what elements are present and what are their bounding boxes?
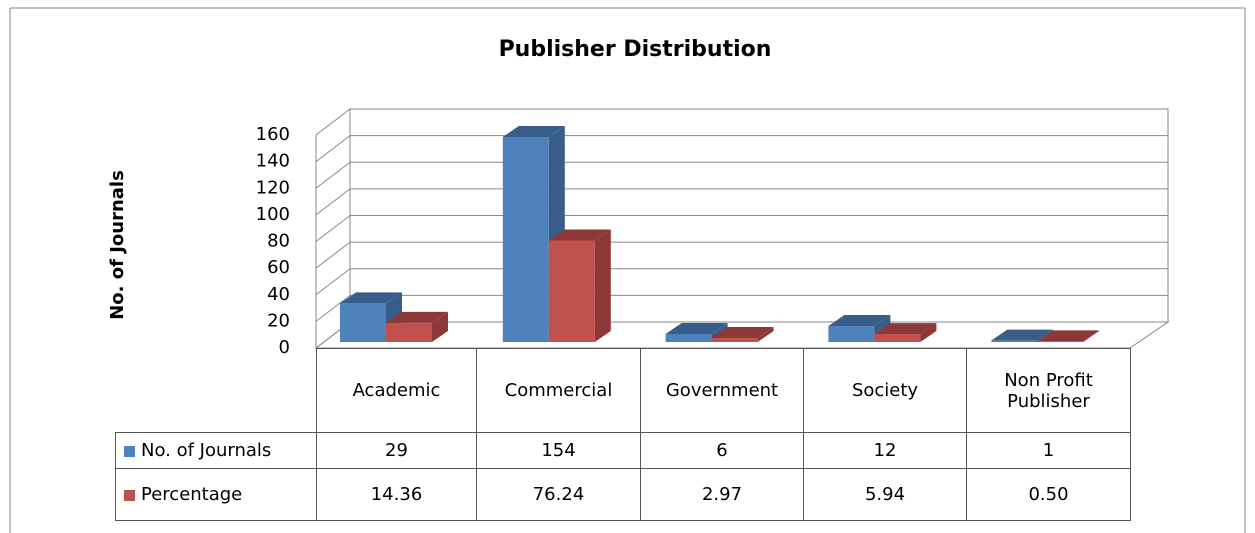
y-tick-label: 100 bbox=[256, 204, 290, 225]
bar bbox=[548, 240, 595, 342]
y-tick-label: 60 bbox=[267, 257, 290, 278]
bar-top bbox=[386, 311, 448, 323]
y-tick-label: 120 bbox=[256, 177, 290, 198]
y-tick-label: 140 bbox=[256, 151, 290, 172]
data-cell: 12 bbox=[803, 432, 967, 469]
y-tick-label: 160 bbox=[256, 124, 290, 145]
grid-line-side bbox=[315, 161, 351, 189]
data-cell: 14.36 bbox=[316, 468, 477, 521]
data-cell: 5.94 bbox=[803, 468, 967, 521]
legend-label: Percentage bbox=[141, 484, 243, 505]
bar-top bbox=[548, 229, 611, 241]
y-tick-label: 40 bbox=[267, 284, 290, 305]
bar bbox=[386, 322, 432, 342]
legend-label: No. of Journals bbox=[141, 440, 272, 461]
bar-side bbox=[757, 327, 774, 342]
bar-side bbox=[432, 311, 448, 342]
bar bbox=[874, 334, 921, 342]
chart-title: Publisher Distribution bbox=[499, 37, 772, 62]
data-cell: 0.50 bbox=[966, 468, 1131, 521]
category-label: Society bbox=[803, 348, 967, 433]
grid-line-side bbox=[315, 188, 351, 216]
y-axis-label: No. of Journals bbox=[107, 170, 128, 320]
table-cell bbox=[115, 348, 317, 433]
bar bbox=[828, 326, 875, 342]
y-tick-label: 0 bbox=[279, 337, 290, 358]
table-row: Percentage 14.36 76.24 2.97 5.94 0.50 bbox=[115, 468, 1131, 521]
bar-top bbox=[502, 125, 565, 137]
grid-line-side bbox=[315, 268, 351, 296]
y-tick-label: 20 bbox=[267, 310, 290, 331]
data-cell: 1 bbox=[966, 432, 1131, 469]
category-label: Non Profit Publisher bbox=[966, 348, 1131, 433]
grid-line-side bbox=[315, 294, 351, 322]
bar bbox=[991, 340, 1038, 342]
bar bbox=[711, 338, 758, 342]
legend-key bbox=[124, 445, 135, 457]
bar-top bbox=[1037, 330, 1100, 342]
bar-top bbox=[874, 323, 937, 335]
data-cell: 29 bbox=[316, 432, 477, 469]
y-tick-label: 80 bbox=[267, 231, 290, 252]
table-row: Academic Commercial Government Society Non P… bbox=[115, 348, 1131, 433]
category-label: Commercial bbox=[476, 348, 641, 433]
bar bbox=[340, 303, 386, 342]
grid-line-side bbox=[315, 241, 351, 269]
bar bbox=[502, 136, 549, 342]
table-row: No. of Journals 29 154 6 12 1 bbox=[115, 432, 1131, 469]
data-cell: 76.24 bbox=[476, 468, 641, 521]
legend-key bbox=[124, 489, 135, 501]
data-table: Academic Commercial Government Society Non P… bbox=[115, 348, 1131, 521]
bar bbox=[1037, 341, 1084, 342]
data-cell: 154 bbox=[476, 432, 641, 469]
data-cell: 2.97 bbox=[640, 468, 804, 521]
category-label: Academic bbox=[316, 348, 477, 433]
bar bbox=[665, 334, 712, 342]
bar-side bbox=[1083, 330, 1100, 342]
bar-side bbox=[920, 323, 937, 342]
bar-side bbox=[594, 229, 611, 342]
data-cell: 6 bbox=[640, 432, 804, 469]
bar-top bbox=[711, 327, 774, 339]
bar-top bbox=[665, 323, 728, 335]
grid-line-side bbox=[315, 108, 351, 136]
bar-top bbox=[340, 292, 402, 304]
bar-top bbox=[991, 329, 1054, 341]
grid-line-side bbox=[315, 215, 351, 242]
legend-cell: No. of Journals bbox=[115, 432, 317, 469]
bar-top bbox=[828, 315, 891, 327]
category-label: Government bbox=[640, 348, 804, 433]
grid-line-side bbox=[315, 135, 351, 163]
legend-cell: Percentage bbox=[115, 468, 317, 521]
